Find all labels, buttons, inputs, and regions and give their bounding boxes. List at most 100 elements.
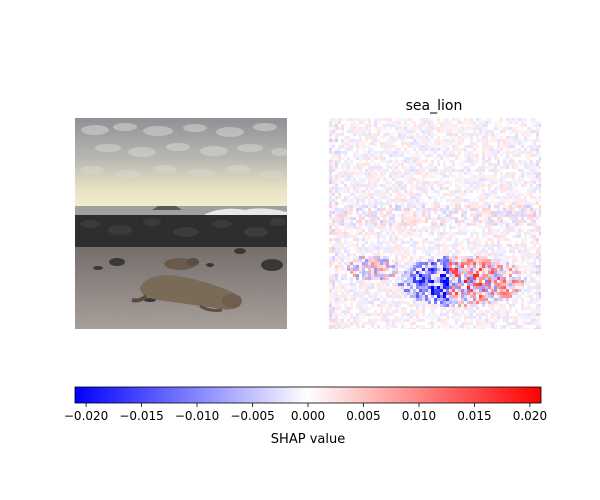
rock-texture (80, 218, 286, 237)
shap-cell (500, 142, 503, 145)
shap-cell (455, 178, 458, 181)
shap-cell (428, 184, 431, 187)
shap-cell (431, 250, 434, 253)
shap-cell (413, 289, 416, 292)
shap-cell (515, 247, 518, 250)
shap-cell (362, 127, 365, 130)
shap-cell (380, 199, 383, 202)
shap-cell (413, 193, 416, 196)
shap-cell (461, 196, 464, 199)
shap-cell (440, 124, 443, 127)
shap-cell (329, 142, 332, 145)
shap-cell (428, 175, 431, 178)
shap-cell (416, 199, 419, 202)
shap-cell (380, 157, 383, 160)
shap-cell (536, 199, 539, 202)
shap-cell (440, 127, 443, 130)
shap-cell (401, 196, 404, 199)
shap-cell (482, 184, 485, 187)
shap-cell (467, 172, 470, 175)
shap-cell (425, 133, 428, 136)
shap-cell (455, 310, 458, 313)
shap-cell (407, 181, 410, 184)
shap-cell (491, 310, 494, 313)
shap-cell (518, 316, 521, 319)
shap-cell (353, 283, 356, 286)
shap-cell (521, 250, 524, 253)
shap-cell (410, 121, 413, 124)
shap-cell (506, 289, 509, 292)
shap-cell (491, 145, 494, 148)
shap-cell (362, 295, 365, 298)
shap-cell (389, 160, 392, 163)
shap-cell (458, 232, 461, 235)
shap-cell (416, 160, 419, 163)
shap-cell (359, 190, 362, 193)
shap-cell (512, 244, 515, 247)
shap-cell (467, 145, 470, 148)
shap-cell (500, 127, 503, 130)
shap-cell (335, 166, 338, 169)
shap-cell (407, 247, 410, 250)
shap-cell (368, 154, 371, 157)
shap-cell (362, 247, 365, 250)
shap-cell (419, 268, 422, 271)
shap-cell (527, 265, 530, 268)
shap-cell (488, 160, 491, 163)
shap-cell (380, 151, 383, 154)
shap-cell (335, 277, 338, 280)
shap-cell (353, 193, 356, 196)
shap-cell (491, 133, 494, 136)
shap-cell (389, 232, 392, 235)
shap-cell (524, 322, 527, 325)
shap-cell (497, 241, 500, 244)
shap-cell (473, 130, 476, 133)
shap-cell (485, 295, 488, 298)
shap-cell (329, 205, 332, 208)
shap-cell (503, 211, 506, 214)
shap-cell (446, 220, 449, 223)
shap-cell (401, 118, 404, 121)
shap-cell (455, 154, 458, 157)
shap-cell (539, 157, 541, 160)
shap-cell (359, 325, 362, 328)
shap-cell (488, 214, 491, 217)
shap-cell (503, 160, 506, 163)
shap-cell (515, 193, 518, 196)
shap-cell (443, 250, 446, 253)
shap-cell (464, 166, 467, 169)
shap-cell (407, 124, 410, 127)
shap-cell (533, 202, 536, 205)
shap-cell (365, 307, 368, 310)
shap-cell (527, 283, 530, 286)
shap-cell (368, 157, 371, 160)
shap-cell (413, 310, 416, 313)
shap-cell (410, 127, 413, 130)
shap-cell (512, 136, 515, 139)
shap-cell (539, 265, 541, 268)
shap-cell (410, 142, 413, 145)
shap-cell (398, 163, 401, 166)
shap-cell (446, 130, 449, 133)
shap-cell (443, 259, 446, 262)
shap-cell (509, 256, 512, 259)
shap-cell (476, 196, 479, 199)
shap-cell (332, 229, 335, 232)
shap-cell (329, 145, 332, 148)
shap-cell (497, 277, 500, 280)
shap-cell (422, 124, 425, 127)
shap-cell (353, 205, 356, 208)
shap-cell (422, 220, 425, 223)
shap-cell (494, 304, 497, 307)
shap-cell (479, 211, 482, 214)
shap-cell (356, 205, 359, 208)
shap-cell (392, 322, 395, 325)
shap-cell (443, 148, 446, 151)
shap-cell (449, 160, 452, 163)
shap-cell (362, 193, 365, 196)
shap-cell (458, 319, 461, 322)
shap-cell (491, 241, 494, 244)
shap-cell (467, 181, 470, 184)
shap-cell (401, 136, 404, 139)
shap-cell (503, 307, 506, 310)
